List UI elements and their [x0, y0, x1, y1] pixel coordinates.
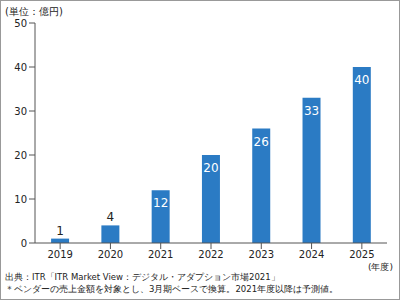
svg-text:40: 40	[14, 62, 27, 73]
html-text:＊ベンダーの売上金額を対象とし、3月期ベースで換算。2021: ＊ベンダーの売上金額を対象とし、3月期ベースで換算。2021年度以降は予測値。	[5, 284, 338, 294]
svg-text:2020: 2020	[98, 249, 123, 260]
svg-text:10: 10	[14, 194, 27, 205]
svg-text:30: 30	[14, 106, 27, 117]
svg-text:0: 0	[21, 238, 27, 249]
svg-text:20: 20	[14, 150, 27, 161]
html-text:(年度): (年度)	[368, 262, 393, 272]
svg-text:2021: 2021	[148, 249, 173, 260]
svg-text:2023: 2023	[249, 249, 274, 260]
svg-text:50: 50	[14, 18, 27, 29]
html-text:(単位：億円): (単位：億円)	[5, 6, 63, 17]
svg-text:2024: 2024	[299, 249, 324, 260]
svg-text:4: 4	[107, 210, 115, 224]
svg-text:2022: 2022	[198, 249, 223, 260]
svg-text:2019: 2019	[47, 249, 72, 260]
svg-text:12: 12	[153, 196, 168, 210]
svg-text:2025: 2025	[349, 249, 374, 260]
svg-text:20: 20	[203, 161, 218, 175]
svg-text:40: 40	[354, 73, 369, 87]
html-text:出典：ITR「ITR Market View：デジタル・アダ: 出典：ITR「ITR Market View：デジタル・アダプション市場2021…	[5, 272, 280, 282]
svg-text:26: 26	[254, 135, 269, 149]
svg-text:1: 1	[56, 224, 64, 238]
svg-text:33: 33	[304, 104, 319, 118]
